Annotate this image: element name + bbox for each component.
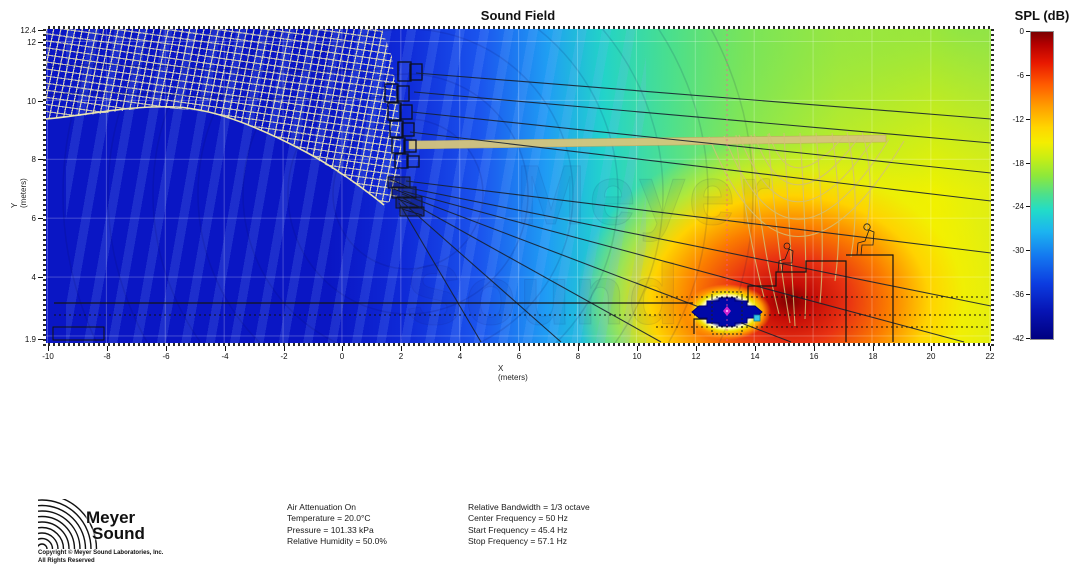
logo-arcs-icon bbox=[38, 499, 98, 549]
sound-field-plot[interactable]: Meyer Sound bbox=[46, 29, 991, 343]
annotation-line: Temperature = 20.0°C bbox=[287, 513, 371, 524]
line-array bbox=[384, 61, 423, 169]
colorbar-title: SPL (dB) bbox=[1014, 8, 1070, 23]
annotation-line: Center Frequency = 50 Hz bbox=[468, 513, 568, 524]
page-title: Sound Field bbox=[480, 8, 556, 23]
seating-bowl-mesh bbox=[708, 131, 905, 327]
colorbar bbox=[1030, 31, 1054, 340]
meyer-sound-logo: Meyer Sound Copyright © Meyer Sound Labo… bbox=[38, 497, 238, 567]
y-axis-title: Y (meters) bbox=[10, 178, 28, 208]
coverage-rays bbox=[398, 72, 991, 343]
watermark-meyer: Meyer bbox=[516, 148, 774, 243]
logo-text-meyer: Meyer bbox=[86, 508, 136, 527]
plot-border-bottom bbox=[43, 343, 994, 346]
rights-line: All Rights Reserved bbox=[38, 558, 95, 564]
ground-stack-cluster bbox=[387, 176, 425, 217]
annotation-line: Relative Bandwidth = 1/3 octave bbox=[468, 502, 590, 512]
plot-border-left bbox=[43, 26, 46, 346]
plot-border-right bbox=[991, 26, 994, 346]
listener-figure-2 bbox=[856, 223, 875, 256]
x-axis-title: X (meters) bbox=[498, 364, 528, 382]
mic-marker bbox=[753, 314, 761, 322]
annotation-line: Air Attenuation On bbox=[287, 502, 356, 512]
mesh-ripples bbox=[46, 64, 387, 100]
environment-annotations: Air Attenuation On Temperature = 20.0°C … bbox=[287, 502, 387, 548]
annotation-line: Start Frequency = 45.4 Hz bbox=[468, 524, 568, 535]
frequency-annotations: Relative Bandwidth = 1/3 octave Center F… bbox=[468, 502, 590, 548]
annotation-line: Pressure = 101.33 kPa bbox=[287, 524, 374, 535]
mesh-edge bbox=[46, 105, 385, 206]
logo-text-sound: Sound bbox=[92, 524, 145, 543]
stage-slab bbox=[52, 326, 105, 341]
annotation-line: Relative Humidity = 50.0% bbox=[287, 536, 387, 547]
center-marker-dot bbox=[725, 309, 729, 313]
listener-figure-1 bbox=[777, 242, 794, 273]
scene-overlay bbox=[46, 29, 991, 343]
copyright-line: Copyright © Meyer Sound Laboratories, In… bbox=[38, 550, 164, 556]
plot-border-top bbox=[43, 26, 994, 29]
annotation-line: Stop Frequency = 57.1 Hz bbox=[468, 536, 567, 547]
